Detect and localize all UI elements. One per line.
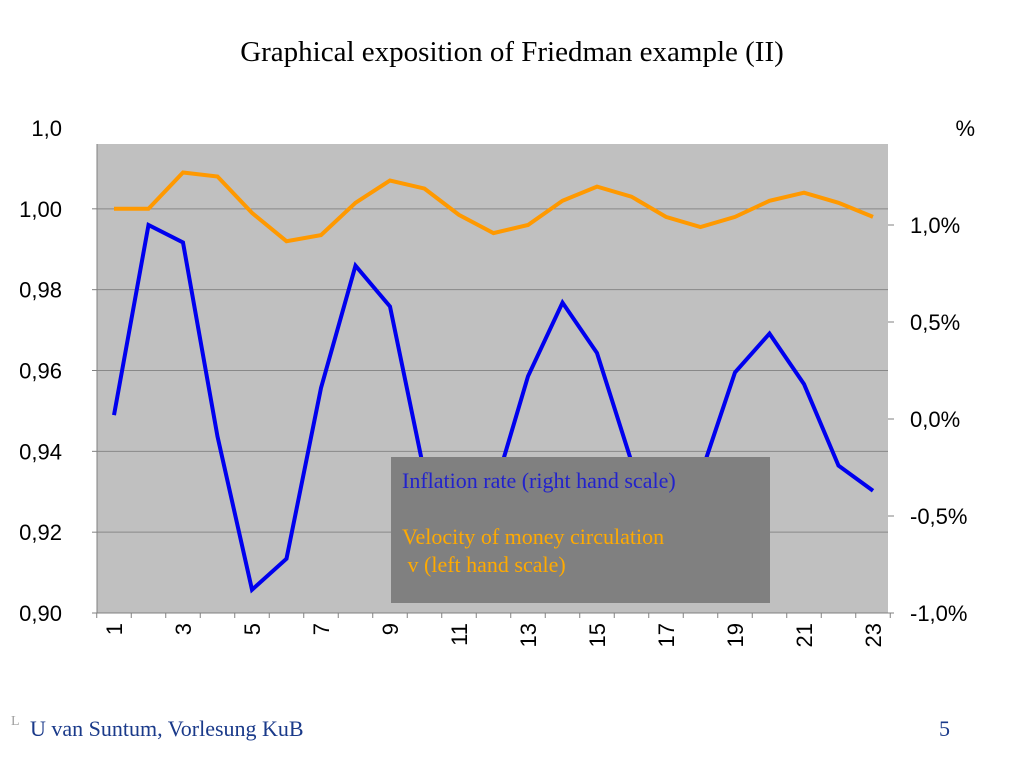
legend-spacer	[402, 495, 758, 523]
x-axis-tick-label: 11	[447, 623, 472, 646]
page-number: 5	[939, 716, 950, 741]
right-axis-tick-label: -0,5%	[910, 504, 967, 529]
footer-mark: L	[11, 714, 20, 729]
legend-inflation-label: Inflation rate (right hand scale)	[402, 468, 676, 493]
velocity-series-line	[114, 170, 874, 244]
axes	[92, 144, 894, 618]
left-axis-tick-label: 1,00	[19, 197, 62, 222]
slide-title: Graphical exposition of Friedman example…	[240, 36, 784, 68]
left-axis-tick-label: 1,0	[31, 116, 62, 141]
x-axis-tick-label: 1	[102, 623, 127, 635]
right-axis-tick-label: 1,0%	[910, 213, 960, 238]
right-axis-tick-label: -1,0%	[910, 601, 967, 626]
x-axis-tick-label: 13	[516, 623, 541, 647]
x-axis-tick-label: 21	[792, 623, 817, 647]
right-axis-tick-label: 0,5%	[910, 310, 960, 335]
x-axis-tick-label: 5	[240, 623, 265, 635]
right-axis-tick-label: %	[955, 116, 975, 141]
x-axis-tick-label: 17	[654, 623, 679, 647]
left-axis-tick-label: 0,96	[19, 359, 62, 384]
left-axis-tick-label: 0,90	[19, 601, 62, 626]
x-axis-tick-label: 7	[309, 623, 334, 635]
legend-velocity-label-line2: v (left hand scale)	[402, 552, 566, 577]
tick-labels: 0,90 0,92 0,94 0,96 0,98 1,00 1,0 -1,0% -0,5% 0,0…	[19, 116, 975, 647]
x-axis-tick-label: 15	[585, 623, 610, 647]
left-axis-tick-label: 0,94	[19, 439, 62, 464]
x-axis-tick-label: 3	[171, 623, 196, 635]
left-axis-tick-label: 0,98	[19, 278, 62, 303]
legend-velocity-label-line1: Velocity of money circulation	[402, 524, 665, 549]
x-axis-tick-label: 9	[378, 623, 403, 635]
x-axis-tick-label: 23	[861, 623, 886, 647]
left-axis-tick-label: 0,92	[19, 520, 62, 545]
footer-author: U van Suntum, Vorlesung KuB	[30, 716, 304, 741]
legend: Inflation rate (right hand scale) Veloci…	[391, 457, 770, 603]
x-axis-tick-label: 19	[723, 623, 748, 647]
right-axis-tick-label: 0,0%	[910, 407, 960, 432]
